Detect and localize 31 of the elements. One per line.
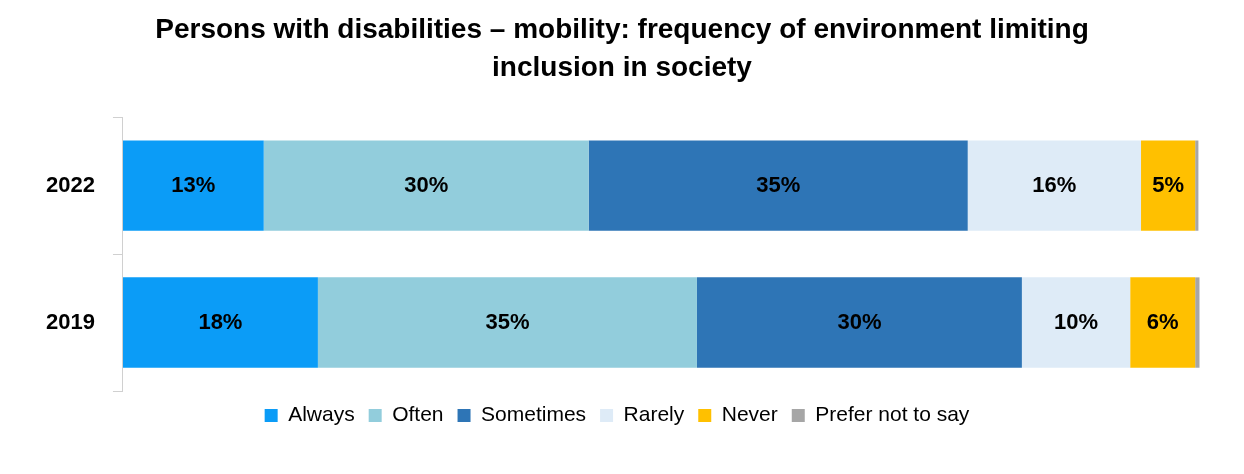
data-label: 6% bbox=[1146, 308, 1179, 334]
data-label: 18% bbox=[198, 308, 243, 334]
data-label: 30% bbox=[404, 171, 449, 197]
data-label: 35% bbox=[485, 308, 530, 334]
data-label: 16% bbox=[1032, 171, 1077, 197]
bar bbox=[263, 140, 589, 231]
chart-title: Persons with disabilities – mobility: frequency of environment limiting inclusion in society bbox=[154, 12, 1090, 84]
data-label: 30% bbox=[837, 308, 882, 334]
bar bbox=[1021, 277, 1131, 368]
y-tick-label: 2022 bbox=[45, 171, 95, 197]
legend-label: Never bbox=[721, 402, 778, 426]
bar bbox=[588, 140, 968, 231]
data-label: 10% bbox=[1054, 308, 1099, 334]
data-label: 13% bbox=[171, 171, 216, 197]
data-label: 5% bbox=[1152, 171, 1184, 197]
bar bbox=[122, 140, 264, 231]
legend-label: Prefer not to say bbox=[815, 402, 970, 426]
bar bbox=[967, 140, 1142, 231]
bar bbox=[1141, 140, 1196, 231]
bar bbox=[122, 277, 318, 368]
bar bbox=[1195, 277, 1200, 368]
bar bbox=[1130, 277, 1196, 368]
y-tick-label: 2019 bbox=[45, 308, 95, 334]
bar bbox=[696, 277, 1022, 368]
legend-label: Always bbox=[288, 402, 355, 426]
legend-label: Often bbox=[392, 402, 444, 426]
legend-label: Rarely bbox=[623, 402, 685, 426]
bar bbox=[1195, 140, 1199, 231]
data-label: 35% bbox=[756, 171, 801, 197]
legend-label: Sometimes bbox=[481, 402, 587, 426]
bar bbox=[317, 277, 697, 368]
